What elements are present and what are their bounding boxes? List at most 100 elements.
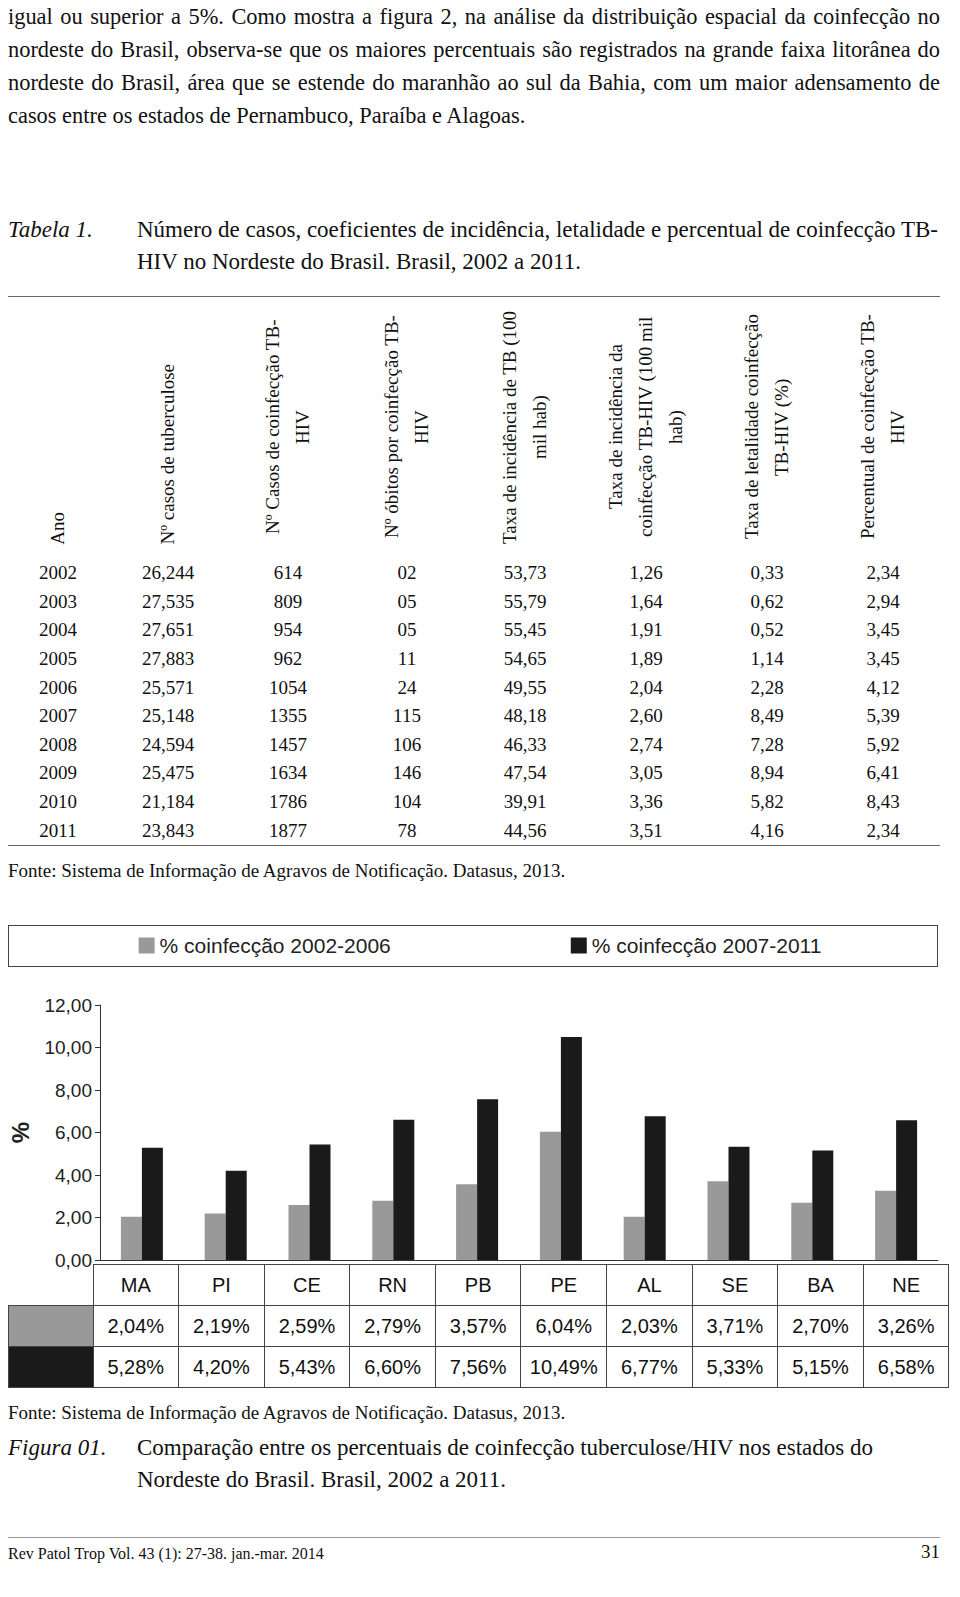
html-text:6,60%: 6,60%	[364, 1355, 421, 1378]
html-text:27,883: 27,883	[141, 648, 195, 670]
html-text:954: 954	[273, 619, 303, 641]
html-text:NE: NE	[892, 1273, 920, 1296]
html-text:115: 115	[393, 705, 421, 727]
html-text:2004: 2004	[39, 619, 77, 641]
html-text:2003: 2003	[39, 590, 77, 612]
html-text:3,26%: 3,26%	[877, 1314, 935, 1337]
html-text:3,45: 3,45	[866, 648, 900, 670]
html-text:27,651: 27,651	[141, 619, 195, 641]
html-text:4,20%: 4,20%	[193, 1355, 250, 1378]
html-text:PE: PE	[550, 1273, 578, 1296]
html-text:0,52: 0,52	[750, 619, 784, 641]
html-text:Comparação entre os percentuai: Comparação entre os percentuais de coinf…	[137, 1435, 873, 1492]
html-text:Figura 01.: Figura 01.	[8, 1435, 107, 1460]
html-text:1054: 1054	[269, 676, 307, 698]
html-text:MA: MA	[120, 1273, 151, 1296]
html-text:53,73: 53,73	[503, 562, 547, 584]
html-text:Taxa de incidência da coinfecç: Taxa de incidência da coinfecção TB-HIV …	[605, 316, 686, 538]
html-text:6,04%: 6,04%	[535, 1314, 593, 1337]
html-text:6,77%: 6,77%	[621, 1355, 678, 1378]
html-text:Taxa de incidência de TB (100: Taxa de incidência de TB (100 mil hab)	[499, 310, 550, 544]
html-text:5,15%: 5,15%	[792, 1355, 849, 1378]
html-text:24,594: 24,594	[141, 733, 195, 755]
html-text:2008: 2008	[39, 733, 77, 755]
html-text:55,45: 55,45	[503, 619, 547, 641]
html-text:614: 614	[273, 562, 303, 584]
html-text:2,19%: 2,19%	[193, 1314, 250, 1337]
html-text:Nº óbitos por coinfecção TB-HI: Nº óbitos por coinfecção TB-HIV	[381, 315, 432, 539]
svg-text:% coinfecção 2007-2011: % coinfecção 2007-2011	[592, 934, 822, 957]
html-text:1,26: 1,26	[629, 562, 663, 584]
html-text:2007: 2007	[39, 705, 77, 727]
html-text:8,49: 8,49	[750, 705, 784, 727]
svg-text:8,00: 8,00	[55, 1080, 92, 1101]
html-text:6,58%: 6,58%	[877, 1355, 935, 1378]
svg-text:12,00: 12,00	[44, 995, 92, 1016]
svg-text:6,00: 6,00	[55, 1122, 92, 1143]
svg-text:%: %	[7, 1122, 34, 1143]
html-text:2,04: 2,04	[629, 676, 663, 698]
html-text:3,45: 3,45	[866, 619, 900, 641]
html-text:106: 106	[392, 733, 422, 755]
html-text:4,12: 4,12	[866, 676, 900, 698]
html-text:2,59%: 2,59%	[278, 1314, 336, 1337]
svg-text:4,00: 4,00	[55, 1165, 92, 1186]
html-text:0,33: 0,33	[750, 562, 784, 584]
html-text:809: 809	[273, 590, 303, 612]
html-text:10,49%: 10,49%	[529, 1355, 598, 1378]
html-text:igual ou superior a 5%. Como m: igual ou superior a 5%. Como mostra a fi…	[8, 4, 940, 128]
html-text:1355: 1355	[269, 705, 307, 727]
html-text:2,60: 2,60	[629, 705, 663, 727]
html-text:49,55: 49,55	[503, 676, 547, 698]
html-text:2,79%: 2,79%	[364, 1314, 421, 1337]
html-text:2,28: 2,28	[750, 676, 784, 698]
html-text:Taxa de letalidade coinfecção: Taxa de letalidade coinfecção TB-HIV (%)	[741, 314, 792, 540]
html-text:3,57%: 3,57%	[449, 1314, 507, 1337]
html-text:SE: SE	[721, 1273, 749, 1296]
html-text:48,18: 48,18	[503, 705, 547, 727]
html-text:1457: 1457	[269, 733, 307, 755]
html-text:25,148: 25,148	[141, 705, 195, 727]
html-text:7,56%: 7,56%	[449, 1355, 507, 1378]
html-text:55,79: 55,79	[503, 590, 547, 612]
svg-text:% coinfecção 2002-2006: % coinfecção 2002-2006	[160, 934, 391, 957]
html-text:2,34: 2,34	[866, 562, 900, 584]
html-text:Percentual de coinfecção TB-HI: Percentual de coinfecção TB-HIV	[857, 314, 908, 540]
html-text:1,64: 1,64	[629, 590, 663, 612]
html-text:BA: BA	[807, 1273, 834, 1296]
html-text:CE: CE	[293, 1273, 321, 1296]
html-text:2005: 2005	[39, 648, 77, 670]
html-text:27,535: 27,535	[141, 590, 195, 612]
html-text:2,94: 2,94	[866, 590, 900, 612]
svg-text:2,00: 2,00	[55, 1207, 92, 1228]
html-text:3,71%: 3,71%	[706, 1314, 764, 1337]
html-text:2002: 2002	[39, 562, 77, 584]
html-text:2,70%: 2,70%	[792, 1314, 849, 1337]
html-text:46,33: 46,33	[503, 733, 547, 755]
html-text:5,43%: 5,43%	[278, 1355, 336, 1378]
html-text:54,65: 54,65	[503, 648, 547, 670]
html-text:2006: 2006	[39, 676, 77, 698]
html-text:Número de casos, coeficientes: Número de casos, coeficientes de incidên…	[137, 217, 938, 274]
html-text:1,14: 1,14	[750, 648, 784, 670]
html-text:2,03%: 2,03%	[621, 1314, 678, 1337]
html-text:25,571: 25,571	[141, 676, 195, 698]
html-text:PB: PB	[464, 1273, 492, 1296]
html-text:1,89: 1,89	[629, 648, 663, 670]
svg-text:0,00: 0,00	[55, 1250, 92, 1271]
html-text:5,39: 5,39	[866, 705, 900, 727]
html-text:26,244: 26,244	[141, 562, 195, 584]
html-text:962: 962	[273, 648, 303, 670]
html-text:1,91: 1,91	[629, 619, 663, 641]
html-text:5,28%: 5,28%	[107, 1355, 165, 1378]
html-text:2,04%: 2,04%	[107, 1314, 165, 1337]
html-text:Tabela 1.: Tabela 1.	[8, 217, 93, 242]
html-text:Nº Casos de coinfecção TB-HIV: Nº Casos de coinfecção TB-HIV	[262, 319, 313, 535]
html-text:RN: RN	[378, 1273, 407, 1296]
html-text:5,33%: 5,33%	[706, 1355, 764, 1378]
html-text:2,74: 2,74	[629, 733, 663, 755]
html-text:0,62: 0,62	[750, 590, 784, 612]
html-text:AL: AL	[637, 1273, 662, 1296]
svg-text:10,00: 10,00	[44, 1037, 92, 1058]
html-text:7,28: 7,28	[750, 733, 784, 755]
